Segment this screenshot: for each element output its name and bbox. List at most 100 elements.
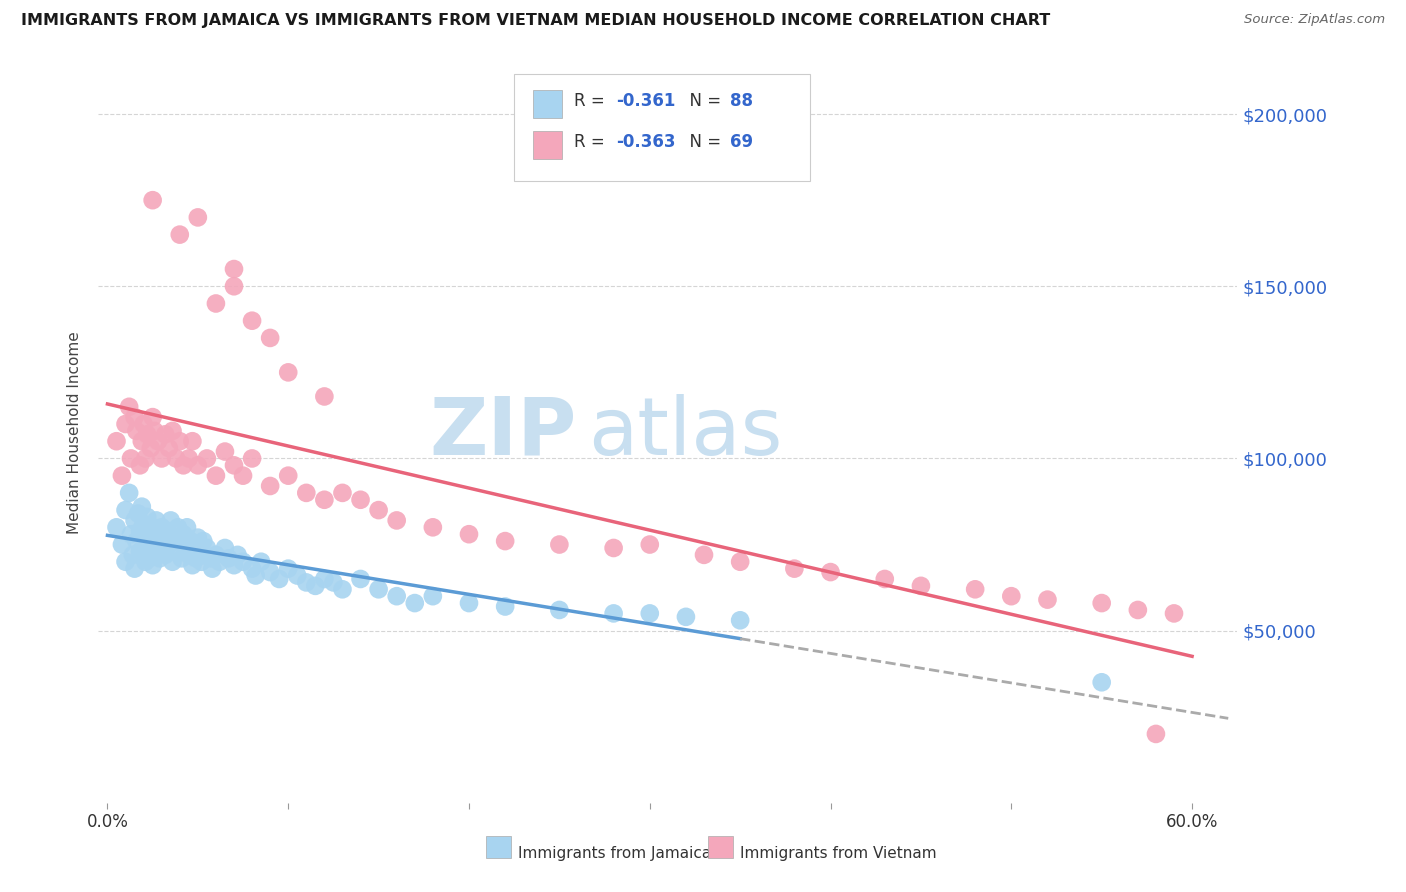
- Point: [118, 400, 141, 414]
- Point: [910, 579, 932, 593]
- Point: [205, 296, 228, 310]
- Point: [172, 458, 194, 473]
- Point: [157, 441, 180, 455]
- Point: [295, 486, 318, 500]
- Point: [214, 444, 236, 458]
- Point: [226, 548, 249, 562]
- Point: [132, 541, 155, 555]
- Point: [259, 479, 281, 493]
- Point: [184, 551, 207, 566]
- Point: [277, 561, 299, 575]
- Point: [134, 555, 156, 569]
- Point: [169, 434, 191, 449]
- Text: 88: 88: [731, 92, 754, 110]
- Point: [638, 537, 661, 551]
- Point: [187, 458, 209, 473]
- Point: [1126, 603, 1149, 617]
- Point: [404, 596, 426, 610]
- Point: [458, 527, 481, 541]
- Point: [150, 541, 173, 555]
- Point: [120, 527, 142, 541]
- Point: [136, 427, 159, 442]
- Text: N =: N =: [679, 133, 727, 151]
- Point: [295, 575, 318, 590]
- Point: [120, 451, 142, 466]
- Point: [240, 451, 263, 466]
- Point: [145, 513, 167, 527]
- Point: [138, 551, 160, 566]
- Point: [494, 534, 516, 549]
- Point: [602, 541, 624, 555]
- Point: [873, 572, 896, 586]
- Point: [190, 555, 212, 569]
- Point: [162, 424, 184, 438]
- Point: [132, 516, 155, 531]
- Point: [142, 558, 165, 573]
- Point: [131, 434, 153, 449]
- Point: [114, 555, 136, 569]
- Point: [143, 424, 166, 438]
- Point: [159, 513, 181, 527]
- Point: [195, 541, 218, 555]
- Point: [385, 589, 408, 603]
- Point: [125, 534, 148, 549]
- Point: [314, 492, 336, 507]
- Point: [187, 531, 209, 545]
- Point: [143, 534, 166, 549]
- Text: -0.361: -0.361: [617, 92, 676, 110]
- Point: [277, 468, 299, 483]
- Point: [494, 599, 516, 614]
- Point: [548, 603, 571, 617]
- Point: [145, 544, 167, 558]
- FancyBboxPatch shape: [515, 73, 810, 181]
- Point: [124, 410, 146, 425]
- Point: [304, 579, 326, 593]
- Point: [142, 520, 165, 534]
- Point: [180, 534, 202, 549]
- Point: [183, 541, 205, 555]
- Point: [240, 314, 263, 328]
- Bar: [533, 90, 562, 118]
- Point: [1091, 675, 1114, 690]
- Point: [142, 410, 165, 425]
- Point: [134, 451, 156, 466]
- Point: [208, 555, 231, 569]
- Point: [181, 434, 204, 449]
- Point: [367, 503, 389, 517]
- Point: [162, 555, 184, 569]
- Point: [548, 537, 571, 551]
- Text: Immigrants from Jamaica: Immigrants from Jamaica: [517, 846, 711, 861]
- Point: [105, 520, 128, 534]
- Point: [139, 537, 162, 551]
- Point: [131, 500, 153, 514]
- Bar: [707, 836, 733, 858]
- Point: [277, 365, 299, 379]
- Point: [250, 555, 273, 569]
- Point: [155, 548, 177, 562]
- Point: [172, 527, 194, 541]
- Point: [150, 451, 173, 466]
- Point: [222, 279, 245, 293]
- Point: [146, 527, 169, 541]
- Point: [218, 551, 240, 566]
- Text: R =: R =: [575, 92, 610, 110]
- Point: [124, 561, 146, 575]
- Point: [245, 568, 267, 582]
- Point: [1000, 589, 1022, 603]
- Text: 69: 69: [731, 133, 754, 151]
- Point: [152, 534, 174, 549]
- Point: [200, 551, 222, 566]
- Point: [150, 520, 173, 534]
- Point: [205, 548, 228, 562]
- Point: [169, 227, 191, 242]
- Point: [149, 551, 172, 566]
- Bar: [485, 836, 510, 858]
- Point: [675, 610, 697, 624]
- Point: [174, 541, 197, 555]
- Point: [1163, 607, 1185, 621]
- Point: [165, 544, 187, 558]
- Point: [314, 572, 336, 586]
- Point: [188, 544, 211, 558]
- Text: Immigrants from Vietnam: Immigrants from Vietnam: [740, 846, 936, 861]
- Point: [125, 424, 148, 438]
